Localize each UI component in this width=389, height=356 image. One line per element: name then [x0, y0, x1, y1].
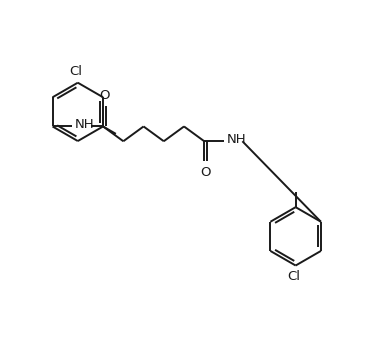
Text: NH: NH	[75, 118, 94, 131]
Text: Cl: Cl	[69, 65, 82, 78]
Text: O: O	[200, 166, 211, 179]
Text: O: O	[99, 89, 110, 101]
Text: Cl: Cl	[287, 270, 300, 283]
Text: NH: NH	[226, 133, 246, 146]
